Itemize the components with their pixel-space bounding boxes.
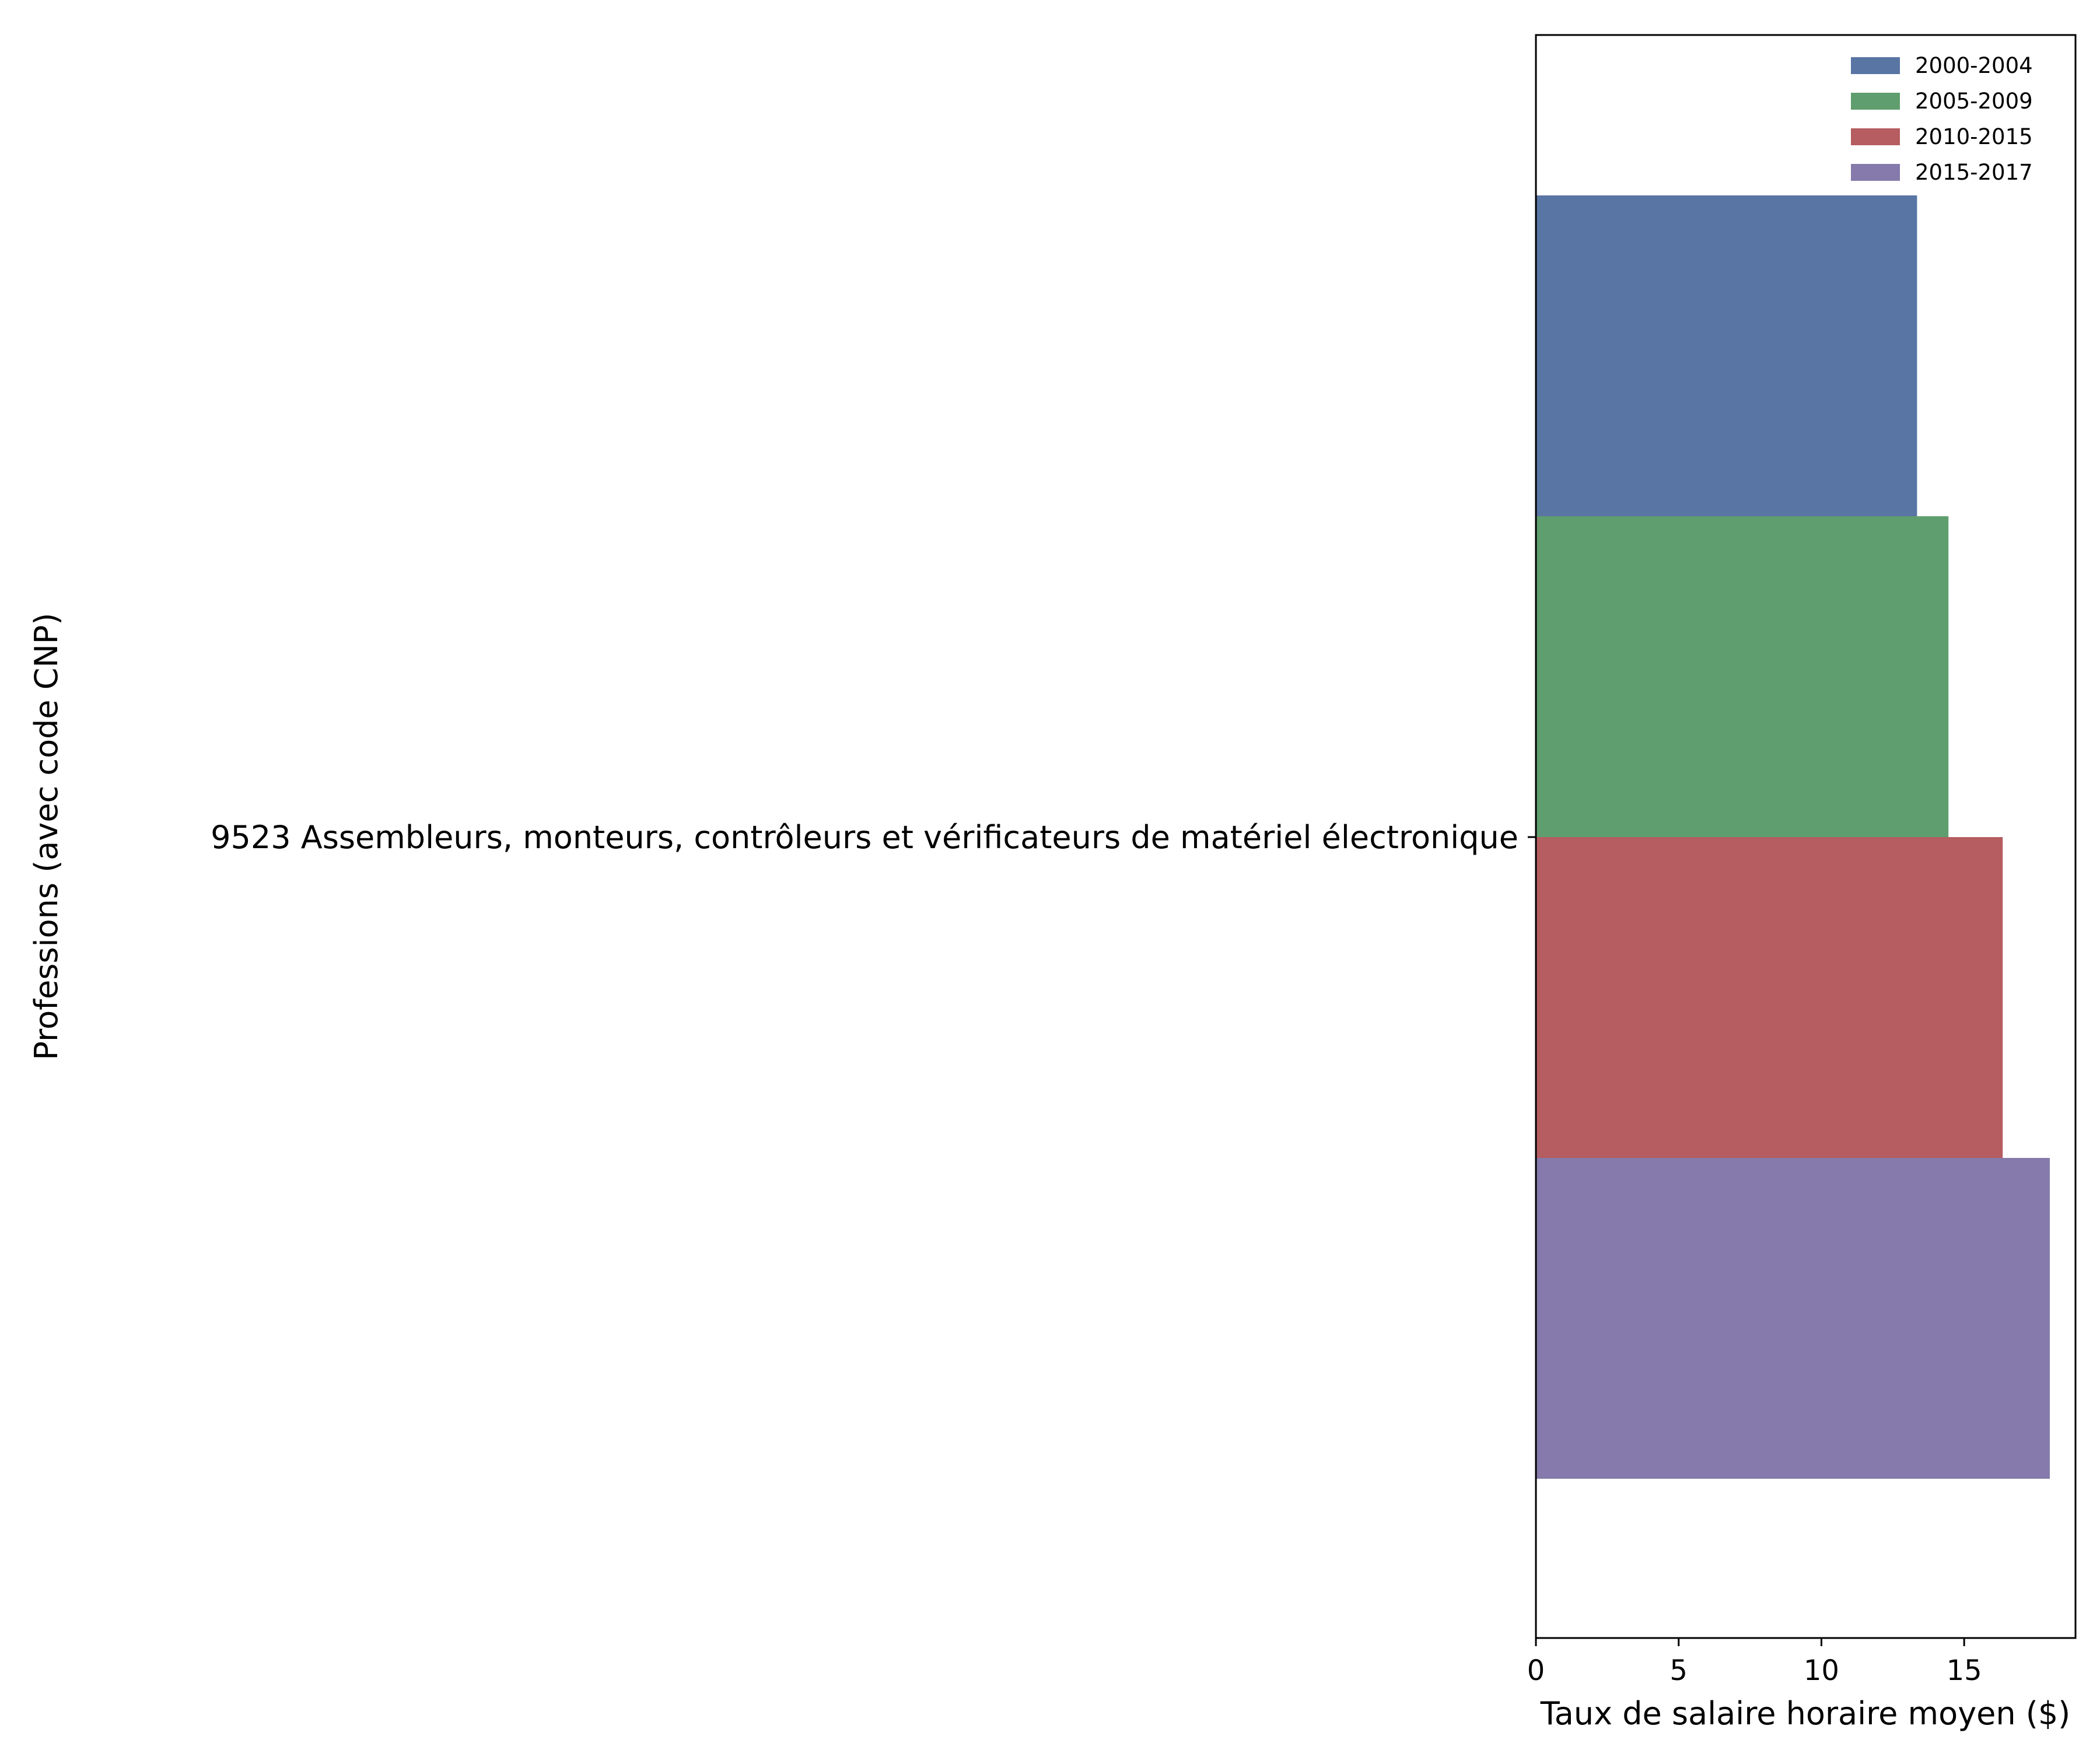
bar-2005-2009 bbox=[1536, 516, 1949, 837]
legend-label-2015-2017: 2015-2017 bbox=[1915, 160, 2033, 185]
legend-swatch-2005-2009 bbox=[1851, 93, 1900, 110]
x-tick-label: 15 bbox=[1947, 1654, 1982, 1687]
x-axis-label: Taux de salaire horaire moyen ($) bbox=[1540, 1695, 2071, 1732]
y-axis-ticks: 9523 Assembleurs, monteurs, contrôleurs … bbox=[211, 819, 1536, 856]
bars bbox=[1536, 195, 2050, 1479]
legend-label-2010-2015: 2010-2015 bbox=[1915, 124, 2033, 149]
legend-label-2005-2009: 2005-2009 bbox=[1915, 89, 2033, 114]
legend-swatch-2010-2015 bbox=[1851, 128, 1900, 145]
x-tick-label: 5 bbox=[1670, 1654, 1688, 1687]
x-axis-ticks: 0 5 10 15 bbox=[1527, 1638, 1982, 1687]
bar-2015-2017 bbox=[1536, 1158, 2050, 1479]
legend-label-2000-2004: 2000-2004 bbox=[1915, 53, 2033, 78]
y-category-label: 9523 Assembleurs, monteurs, contrôleurs … bbox=[211, 819, 1518, 856]
legend: 2000-2004 2005-2009 2010-2015 2015-2017 bbox=[1851, 53, 2033, 185]
bar-2010-2015 bbox=[1536, 837, 2003, 1158]
y-axis-label: Professions (avec code CNP) bbox=[28, 612, 65, 1060]
x-tick-label: 0 bbox=[1527, 1654, 1545, 1687]
bar-2000-2004 bbox=[1536, 195, 1917, 516]
legend-swatch-2000-2004 bbox=[1851, 57, 1900, 74]
legend-swatch-2015-2017 bbox=[1851, 164, 1900, 181]
x-tick-label: 10 bbox=[1804, 1654, 1839, 1687]
